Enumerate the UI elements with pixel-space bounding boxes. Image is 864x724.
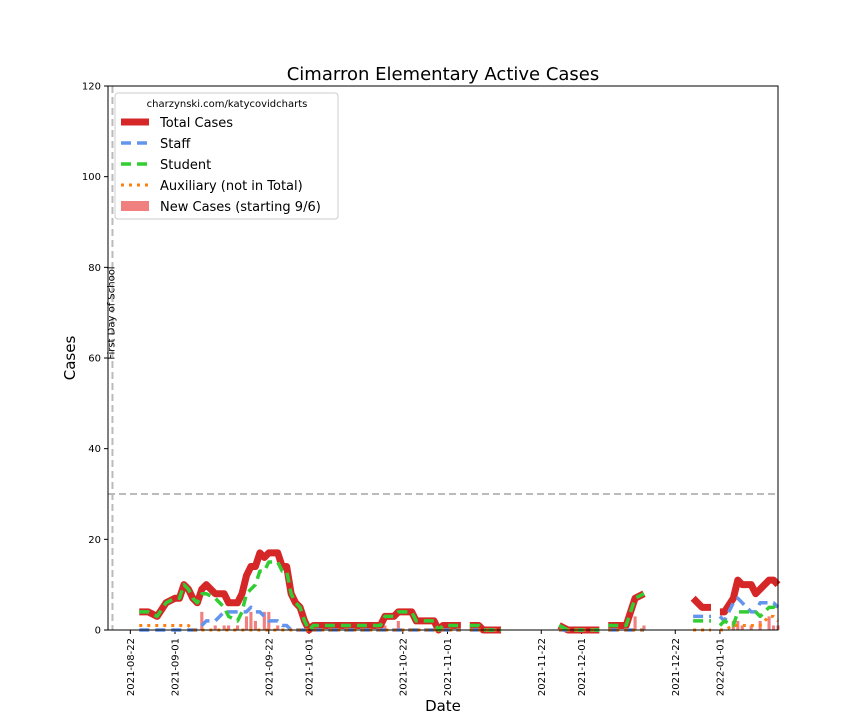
x-tick-label: 2021-11-22 — [537, 638, 548, 696]
bar — [633, 616, 637, 630]
legend-swatch — [121, 201, 149, 211]
x-tick-label: 2021-08-22 — [126, 638, 137, 696]
y-tick-label: 0 — [95, 626, 101, 637]
bar — [235, 625, 240, 630]
x-tick-label: 2021-10-22 — [398, 638, 409, 696]
chart-title: Cimarron Elementary Active Cases — [287, 64, 600, 85]
y-axis-label: Cases — [61, 336, 79, 381]
bar — [200, 611, 204, 630]
legend-box — [114, 92, 339, 220]
plot-frame — [107, 85, 779, 631]
bar — [740, 625, 744, 630]
bar — [213, 625, 217, 630]
series-line — [139, 560, 780, 632]
legend-label: Auxiliary (not in Total) — [160, 179, 303, 194]
reference-label: First Day of School — [106, 266, 117, 359]
x-tick-label: 2022-01-01 — [715, 638, 726, 696]
bar — [396, 620, 400, 630]
bar — [222, 625, 226, 630]
x-tick-label: 2021-09-01 — [171, 638, 182, 696]
bar — [227, 625, 231, 630]
y-tick-label: 100 — [82, 172, 101, 183]
bar — [383, 625, 387, 630]
bar — [244, 616, 249, 630]
y-tick-label: 80 — [88, 263, 101, 274]
legend-label: Student — [160, 158, 211, 173]
y-tick-label: 20 — [88, 535, 101, 546]
legend-title: charzynski.com/katycovidcharts — [147, 99, 308, 110]
bar — [276, 625, 280, 630]
bar — [249, 611, 253, 630]
x-tick-label: 2021-11-01 — [443, 638, 454, 696]
x-tick-label: 2021-12-01 — [577, 638, 588, 696]
x-tick-label: 2021-12-22 — [671, 638, 682, 696]
legend-label: Staff — [160, 137, 191, 152]
series-line — [139, 549, 781, 634]
x-tick-label: 2021-09-22 — [264, 638, 275, 696]
bar — [771, 625, 776, 630]
bar — [262, 611, 266, 630]
bar — [642, 625, 646, 630]
y-tick-label: 60 — [88, 354, 101, 365]
legend-label: New Cases (starting 9/6) — [160, 200, 321, 215]
y-tick-label: 120 — [82, 82, 101, 93]
bar — [749, 625, 753, 630]
x-tick-label: 2021-10-01 — [305, 638, 316, 696]
legend-label: Total Cases — [159, 116, 233, 131]
x-axis-label: Date — [425, 697, 461, 715]
y-tick-label: 40 — [88, 444, 101, 455]
bar — [253, 620, 257, 630]
bar — [767, 616, 771, 630]
